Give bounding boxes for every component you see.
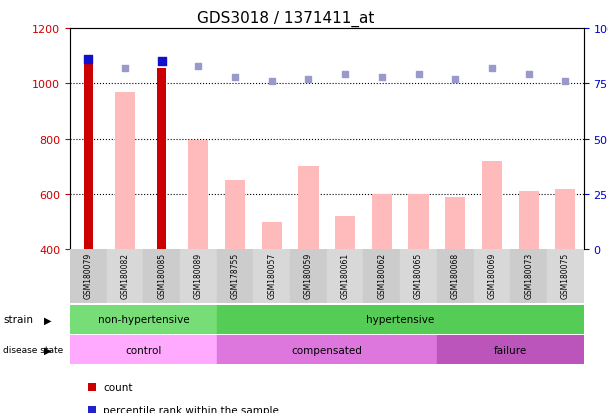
Text: compensated: compensated <box>291 345 362 355</box>
Text: count: count <box>103 382 133 392</box>
Bar <box>364 250 400 304</box>
Text: control: control <box>125 345 162 355</box>
Bar <box>409 195 429 250</box>
Text: GSM180085: GSM180085 <box>157 253 166 299</box>
Point <box>377 74 387 81</box>
Text: GSM180057: GSM180057 <box>268 253 276 299</box>
Text: hypertensive: hypertensive <box>366 315 434 325</box>
Bar <box>70 305 216 335</box>
Bar <box>216 335 437 364</box>
Text: GSM180079: GSM180079 <box>84 253 93 299</box>
Point <box>230 74 240 81</box>
Text: failure: failure <box>494 345 527 355</box>
Bar <box>555 189 575 250</box>
Bar <box>482 161 502 250</box>
Point <box>157 59 167 65</box>
Text: GSM180089: GSM180089 <box>194 253 203 299</box>
Point <box>451 76 460 83</box>
Text: GSM180069: GSM180069 <box>488 253 497 299</box>
Text: GSM178755: GSM178755 <box>230 253 240 299</box>
Point <box>561 78 570 85</box>
Bar <box>216 305 584 335</box>
Bar <box>84 57 93 250</box>
Text: GSM180082: GSM180082 <box>120 253 130 299</box>
Point <box>413 72 423 78</box>
Bar <box>70 335 216 364</box>
Text: ▶: ▶ <box>44 345 51 355</box>
Bar <box>474 250 510 304</box>
Text: GSM180068: GSM180068 <box>451 253 460 299</box>
Bar <box>437 250 474 304</box>
Bar <box>225 181 245 250</box>
Bar <box>327 250 364 304</box>
Point <box>120 65 130 72</box>
Bar <box>510 250 547 304</box>
Bar <box>299 167 319 250</box>
Bar <box>143 250 180 304</box>
Bar <box>180 250 216 304</box>
Bar <box>371 195 392 250</box>
Text: GDS3018 / 1371411_at: GDS3018 / 1371411_at <box>197 10 375 26</box>
Point <box>340 72 350 78</box>
Text: non-hypertensive: non-hypertensive <box>97 315 189 325</box>
Bar <box>115 93 135 250</box>
Text: percentile rank within the sample: percentile rank within the sample <box>103 405 279 413</box>
Bar <box>400 250 437 304</box>
Text: GSM180061: GSM180061 <box>340 253 350 299</box>
Bar <box>254 250 290 304</box>
Bar <box>157 69 166 250</box>
Text: disease state: disease state <box>3 345 63 354</box>
Bar <box>216 250 254 304</box>
Text: GSM180062: GSM180062 <box>378 253 386 299</box>
Bar <box>290 250 327 304</box>
Point <box>193 63 203 70</box>
Bar <box>437 335 584 364</box>
Text: GSM180075: GSM180075 <box>561 253 570 299</box>
Bar <box>445 197 465 250</box>
Text: GSM180059: GSM180059 <box>304 253 313 299</box>
Point <box>487 65 497 72</box>
Point <box>83 57 93 63</box>
Bar <box>261 222 282 250</box>
Point <box>523 72 533 78</box>
Bar <box>70 250 106 304</box>
Bar <box>188 141 209 250</box>
Bar <box>547 250 584 304</box>
Point <box>267 78 277 85</box>
Text: GSM180065: GSM180065 <box>414 253 423 299</box>
Point <box>303 76 313 83</box>
Text: strain: strain <box>3 315 33 325</box>
Text: GSM180073: GSM180073 <box>524 253 533 299</box>
Text: ▶: ▶ <box>44 315 51 325</box>
Bar <box>106 250 143 304</box>
Bar <box>335 217 355 250</box>
Bar <box>519 192 539 250</box>
